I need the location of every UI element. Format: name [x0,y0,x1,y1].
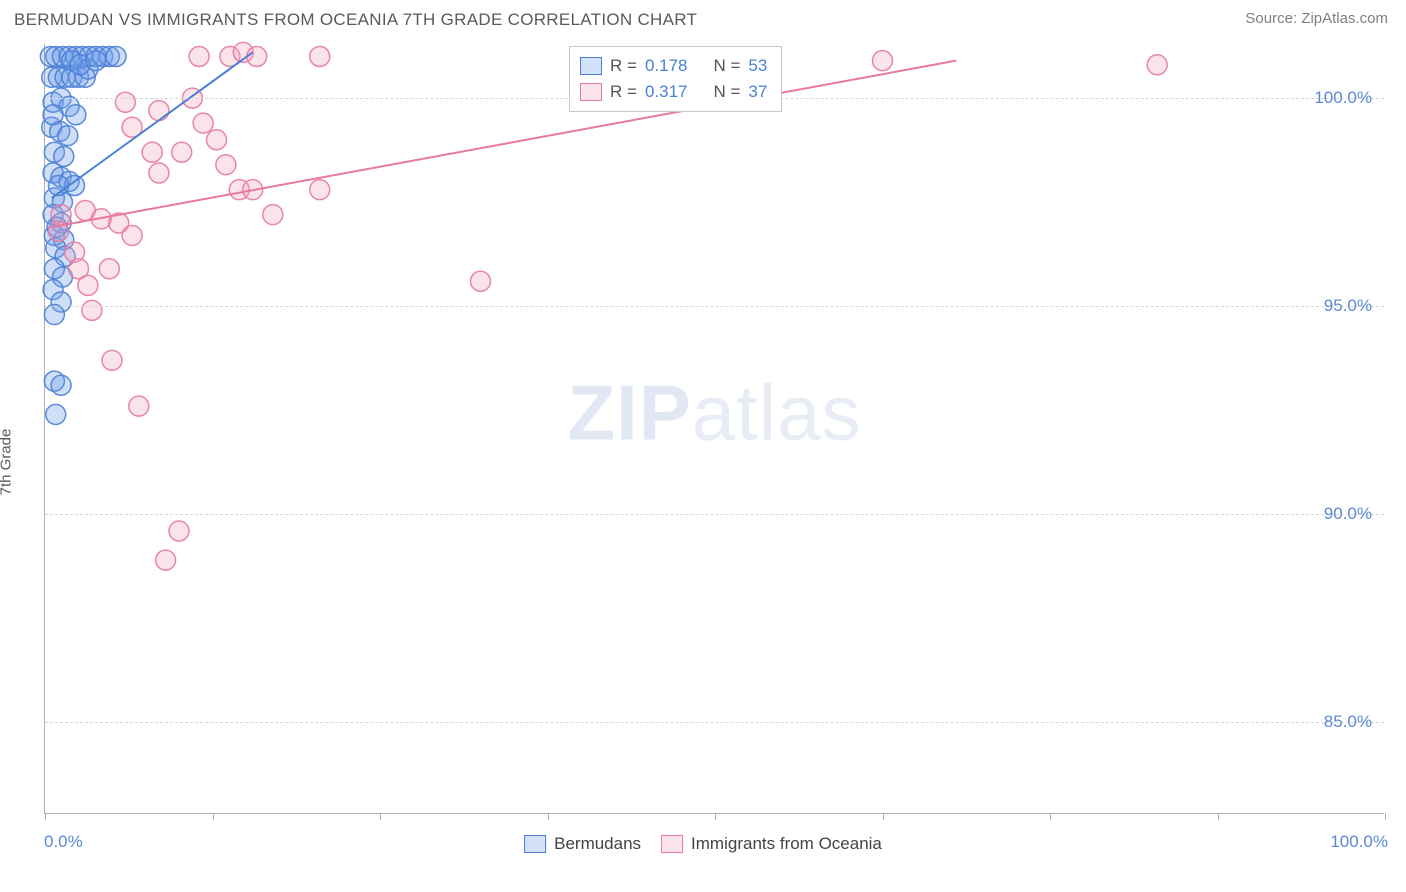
data-point [471,271,491,291]
plot-svg [45,44,1385,814]
stats-legend-box: R = 0.178 N = 53 R = 0.317 N = 37 [569,46,782,112]
data-point [115,92,135,112]
legend-item: Bermudans [524,834,641,854]
r-label: R = [610,56,637,76]
data-point [263,205,283,225]
data-point [86,51,106,71]
data-point [149,163,169,183]
x-axis-min-label: 0.0% [44,832,83,852]
data-point [142,142,162,162]
data-point [46,404,66,424]
data-point [78,275,98,295]
data-point [102,350,122,370]
data-point [207,130,227,150]
gridline-h [45,306,1384,307]
data-point [172,142,192,162]
legend-label: Bermudans [554,834,641,854]
data-point [169,521,189,541]
r-label: R = [610,82,637,102]
x-axis-max-label: 100.0% [1330,832,1388,852]
legend-swatch [661,835,683,853]
data-point [156,550,176,570]
data-point [44,305,64,325]
source-link[interactable]: ZipAtlas.com [1301,10,1388,27]
data-point [310,46,330,66]
data-point [189,46,209,66]
legend-label: Immigrants from Oceania [691,834,882,854]
legend-swatch [524,835,546,853]
source-prefix: Source: [1245,10,1301,27]
data-point [122,225,142,245]
data-point [310,180,330,200]
data-point [66,105,86,125]
gridline-h [45,514,1384,515]
data-point [43,105,63,125]
x-tick [548,813,549,820]
x-tick [1050,813,1051,820]
x-tick [1385,813,1386,820]
x-tick [213,813,214,820]
stats-legend-row: R = 0.317 N = 37 [580,79,767,105]
data-point [149,101,169,121]
x-tick [380,813,381,820]
data-point [99,259,119,279]
data-point [82,300,102,320]
data-point [216,155,236,175]
x-tick [45,813,46,820]
gridline-h [45,722,1384,723]
data-point [106,46,126,66]
plot-area: ZIPatlas 85.0%90.0%95.0%100.0% [44,44,1384,814]
y-tick-label: 100.0% [1314,88,1372,108]
r-value: 0.178 [645,56,688,76]
x-tick [1218,813,1219,820]
data-point [58,126,78,146]
n-label: N = [713,82,740,102]
legend-swatch [580,57,602,75]
chart-container: 7th Grade ZIPatlas 85.0%90.0%95.0%100.0%… [0,36,1406,888]
n-label: N = [713,56,740,76]
data-point [247,46,267,66]
x-tick [715,813,716,820]
y-tick-label: 95.0% [1324,296,1372,316]
n-value: 37 [748,82,767,102]
n-value: 53 [748,56,767,76]
y-tick-label: 90.0% [1324,504,1372,524]
y-axis-label: 7th Grade [0,429,15,496]
data-point [1147,55,1167,75]
series-legend: Bermudans Immigrants from Oceania [524,834,882,854]
y-tick-label: 85.0% [1324,712,1372,732]
legend-item: Immigrants from Oceania [661,834,882,854]
x-tick [883,813,884,820]
stats-legend-row: R = 0.178 N = 53 [580,53,767,79]
data-point [51,375,71,395]
source-attribution: Source: ZipAtlas.com [1245,10,1388,27]
data-point [193,113,213,133]
r-value: 0.317 [645,82,688,102]
chart-title: BERMUDAN VS IMMIGRANTS FROM OCEANIA 7TH … [14,10,697,30]
data-point [129,396,149,416]
data-point [873,51,893,71]
legend-swatch [580,83,602,101]
